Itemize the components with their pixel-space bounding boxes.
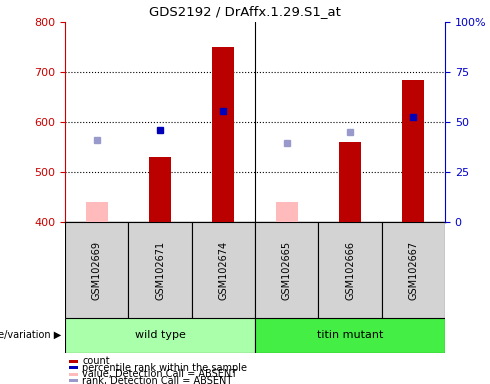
Bar — [65, 318, 255, 353]
Text: percentile rank within the sample: percentile rank within the sample — [82, 363, 247, 373]
Bar — [149, 157, 171, 222]
Text: GSM102665: GSM102665 — [282, 240, 292, 300]
Bar — [255, 222, 318, 318]
Text: GSM102669: GSM102669 — [92, 240, 101, 300]
Text: titin mutant: titin mutant — [317, 331, 383, 341]
Bar — [339, 142, 361, 222]
Text: value, Detection Call = ABSENT: value, Detection Call = ABSENT — [82, 369, 237, 379]
Text: count: count — [82, 356, 110, 366]
Bar — [212, 47, 234, 222]
Bar — [275, 202, 298, 222]
Bar — [65, 222, 128, 318]
Bar — [192, 222, 255, 318]
Text: GSM102671: GSM102671 — [155, 240, 165, 300]
Bar — [69, 379, 78, 382]
Bar — [255, 318, 445, 353]
Text: rank, Detection Call = ABSENT: rank, Detection Call = ABSENT — [82, 376, 232, 384]
Bar — [128, 222, 192, 318]
Bar — [69, 373, 78, 376]
Bar — [69, 366, 78, 369]
Text: GDS2192 / DrAffx.1.29.S1_at: GDS2192 / DrAffx.1.29.S1_at — [149, 5, 341, 18]
Bar — [402, 79, 424, 222]
Text: GSM102674: GSM102674 — [219, 240, 228, 300]
Bar — [69, 360, 78, 363]
Bar — [382, 222, 445, 318]
Bar — [86, 202, 108, 222]
Text: genotype/variation ▶: genotype/variation ▶ — [0, 331, 61, 341]
Text: GSM102667: GSM102667 — [408, 240, 418, 300]
Text: wild type: wild type — [135, 331, 185, 341]
Text: GSM102666: GSM102666 — [345, 240, 355, 300]
Bar — [318, 222, 382, 318]
